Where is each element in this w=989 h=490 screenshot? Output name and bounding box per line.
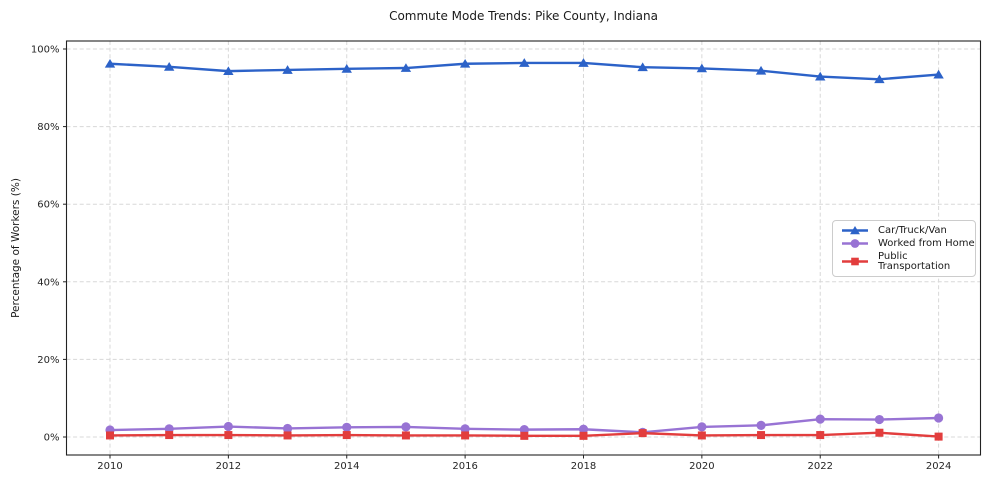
svg-text:2018: 2018 <box>571 461 596 472</box>
svg-text:80%: 80% <box>37 122 59 133</box>
legend: Car/Truck/Van Worked from Home Public Tr… <box>832 220 976 277</box>
svg-text:20%: 20% <box>37 355 59 366</box>
legend-label: Worked from Home <box>878 237 975 249</box>
svg-text:2024: 2024 <box>926 461 951 472</box>
car-truck-van-line-swatch <box>842 226 868 235</box>
svg-text:2020: 2020 <box>689 461 714 472</box>
legend-label: Car/Truck/Van <box>878 224 947 236</box>
legend-item-public-transportation: Public Transportation <box>833 250 975 272</box>
legend-item-car-truck-van: Car/Truck/Van <box>833 225 975 236</box>
svg-text:100%: 100% <box>31 45 60 56</box>
svg-text:2022: 2022 <box>808 461 833 472</box>
public-transportation-line-swatch <box>842 258 868 266</box>
legend-item-worked-from-home: Worked from Home <box>833 238 975 249</box>
svg-text:2010: 2010 <box>97 461 122 472</box>
svg-text:2012: 2012 <box>216 461 241 472</box>
legend-label: Public Transportation <box>878 250 951 272</box>
svg-text:2016: 2016 <box>452 461 477 472</box>
svg-text:2014: 2014 <box>334 461 359 472</box>
svg-text:0%: 0% <box>44 433 60 444</box>
chart-title: Commute Mode Trends: Pike County, Indian… <box>389 9 658 23</box>
svg-text:40%: 40% <box>37 277 59 288</box>
svg-text:60%: 60% <box>37 200 59 211</box>
worked-from-home-line-swatch <box>842 239 868 249</box>
